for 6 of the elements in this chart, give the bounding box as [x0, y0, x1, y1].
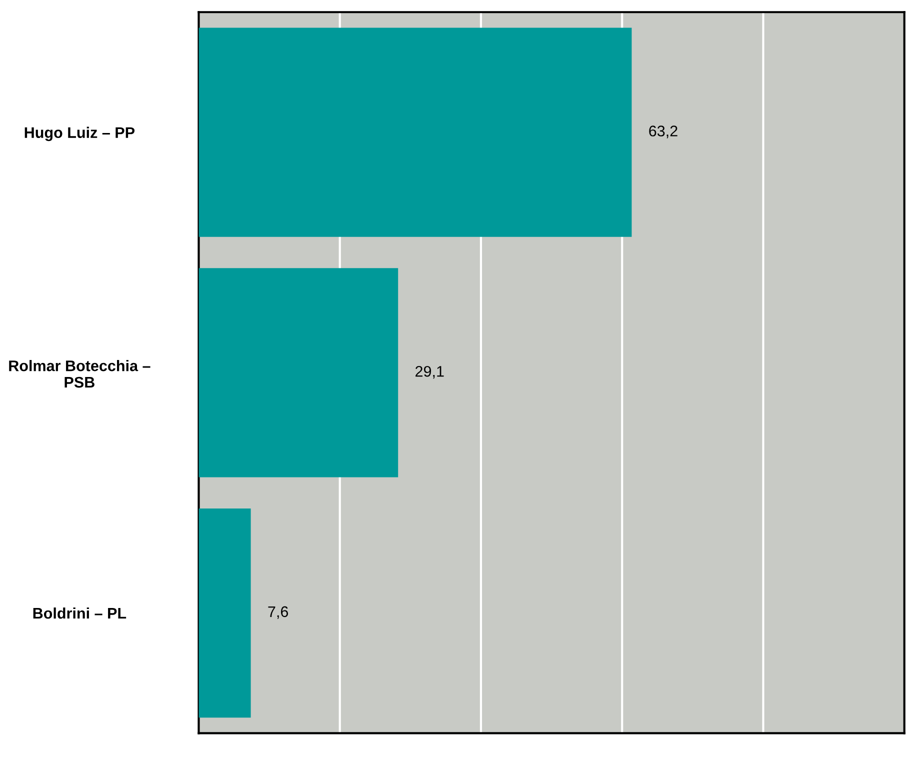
y-tick-label: Hugo Luiz – PP — [24, 126, 135, 142]
data-label: 63,2 — [649, 126, 678, 138]
y-tick-label: Rolmar Botecchia – PSB — [9, 360, 150, 388]
data-label: 29,1 — [416, 366, 444, 379]
y-tick-label: Boldrini – PL — [33, 607, 126, 619]
data-label: 7,6 — [268, 606, 288, 619]
